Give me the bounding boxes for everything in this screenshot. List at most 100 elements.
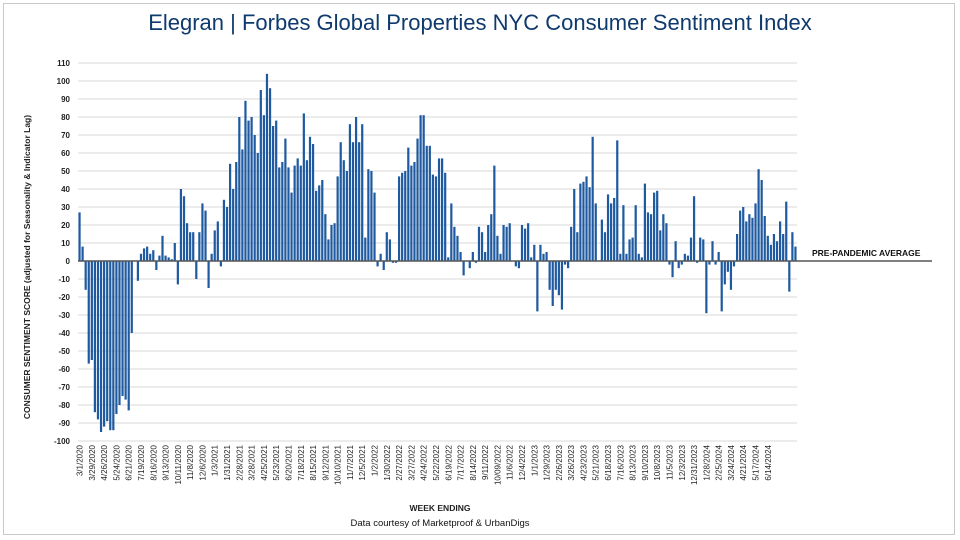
bar (265, 73, 269, 261)
bar (185, 223, 189, 261)
bar (90, 261, 93, 360)
bar (674, 241, 677, 261)
bar (330, 225, 333, 261)
x-tick-label: 7/19/2020 (137, 444, 146, 480)
bar (351, 142, 355, 261)
bar (413, 162, 416, 261)
bar (745, 221, 748, 261)
bar (447, 257, 450, 261)
bar (487, 225, 490, 261)
bar (732, 261, 736, 267)
y-tick-label: 80 (61, 113, 70, 122)
bar (665, 223, 668, 261)
bar (468, 261, 471, 269)
y-tick-label: 110 (57, 59, 70, 68)
bar (339, 142, 342, 261)
bar (545, 252, 548, 261)
bar (428, 145, 431, 261)
x-tick-label: 7/18/2021 (297, 444, 306, 480)
x-tick-label: 6/19/2022 (444, 444, 453, 480)
bar (256, 153, 259, 261)
x-tick-label: 9/11/2022 (481, 444, 490, 480)
bar (499, 253, 502, 261)
bar (539, 244, 542, 261)
bar (462, 261, 465, 276)
bar (717, 252, 720, 261)
x-tick-label: 1/2/2022 (371, 444, 380, 476)
bar (748, 214, 751, 261)
bar (318, 185, 321, 261)
bar (471, 252, 474, 261)
bar (364, 237, 367, 261)
bar (410, 165, 413, 261)
x-tick-label: 11/8/2020 (186, 444, 195, 480)
bar (158, 255, 161, 261)
bar (394, 261, 398, 263)
bar (566, 261, 570, 269)
bar (207, 261, 210, 288)
y-tick-label: -80 (58, 401, 70, 410)
bar (649, 214, 653, 261)
bar (84, 261, 87, 290)
x-tick-label: 3/1/2020 (76, 444, 85, 476)
bar (714, 261, 717, 265)
bar (625, 253, 628, 261)
bar (689, 237, 693, 261)
bar (373, 192, 376, 261)
bar (345, 171, 348, 261)
bar (155, 261, 158, 270)
slide-frame (3, 3, 955, 535)
bar (244, 100, 247, 261)
bar (348, 124, 352, 261)
bar (336, 176, 339, 261)
bar (434, 176, 438, 261)
bar (327, 239, 330, 261)
bar (103, 261, 106, 427)
bar (622, 205, 625, 261)
bar (480, 232, 484, 261)
bar (167, 257, 170, 261)
bar (662, 214, 665, 261)
bar (557, 261, 560, 296)
bar (520, 225, 524, 261)
bar (493, 165, 496, 261)
bar (474, 261, 478, 263)
bar (477, 226, 481, 261)
bar (502, 225, 505, 261)
bar (766, 235, 769, 261)
x-tick-label: 6/21/2020 (125, 444, 134, 480)
bar (692, 196, 696, 261)
bar (253, 135, 256, 261)
bar (382, 261, 385, 270)
bar (699, 237, 702, 261)
bar (772, 234, 776, 261)
y-tick-label: 70 (61, 131, 70, 140)
x-tick-label: 11/5/2023 (666, 444, 675, 480)
x-tick-label: 2/25/2024 (715, 444, 724, 480)
y-tick-label: 90 (61, 95, 70, 104)
bar (659, 230, 662, 261)
bar (139, 253, 143, 261)
x-tick-label: 3/27/2022 (407, 444, 416, 480)
bar (677, 261, 680, 269)
bar (573, 189, 576, 261)
bar (93, 261, 97, 413)
y-tick-label: 0 (66, 257, 71, 266)
bar (696, 261, 699, 263)
bar (683, 253, 686, 261)
bar (775, 241, 779, 261)
x-tick-label: 4/25/2021 (260, 444, 269, 480)
x-tick-label: 4/23/2023 (580, 444, 589, 480)
y-tick-label: 30 (61, 203, 70, 212)
bar (149, 253, 152, 261)
y-tick-label: 20 (61, 221, 70, 230)
bar (78, 212, 81, 261)
x-tick-label: 6/20/2021 (285, 444, 294, 480)
bar (729, 261, 733, 290)
bar (456, 235, 459, 261)
bar (778, 221, 782, 261)
bar (600, 219, 603, 261)
bar (616, 140, 619, 261)
bar (726, 261, 729, 272)
x-tick-label: 9/13/2020 (162, 444, 171, 480)
